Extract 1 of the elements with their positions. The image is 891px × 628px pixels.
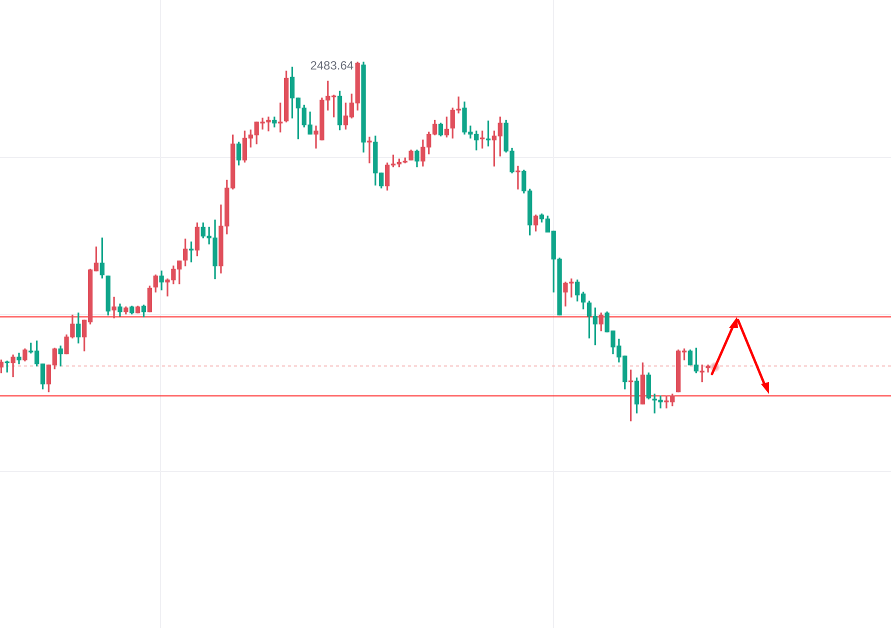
annotation: 2483.64	[310, 58, 354, 72]
